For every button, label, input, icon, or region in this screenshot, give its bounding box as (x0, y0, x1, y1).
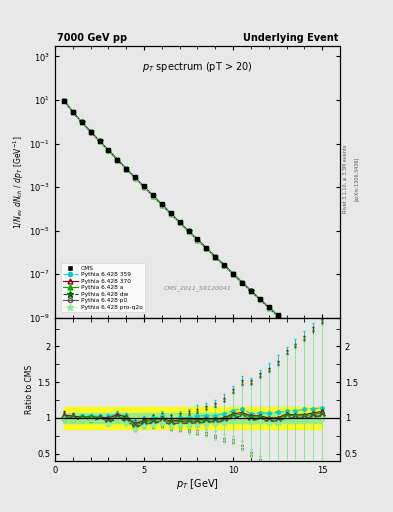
Y-axis label: $1/N_{ev}$ $dN_{ch}$ / $dp_{T}$ [GeV$^{-1}$]: $1/N_{ev}$ $dN_{ch}$ / $dp_{T}$ [GeV$^{-… (12, 135, 26, 229)
X-axis label: $p_{T}$ [GeV]: $p_{T}$ [GeV] (176, 477, 219, 492)
Text: $p_{T}$ spectrum (pT > 20): $p_{T}$ spectrum (pT > 20) (142, 60, 253, 74)
Legend: CMS, Pythia 6.428 359, Pythia 6.428 370, Pythia 6.428 a, Pythia 6.428 dw, Pythia: CMS, Pythia 6.428 359, Pythia 6.428 370,… (61, 263, 145, 312)
Text: Underlying Event: Underlying Event (242, 33, 338, 44)
Y-axis label: Ratio to CMS: Ratio to CMS (25, 365, 34, 414)
Text: Rivet 3.1.10, ≥ 3.3M events: Rivet 3.1.10, ≥ 3.3M events (343, 145, 348, 214)
Text: 7000 GeV pp: 7000 GeV pp (57, 33, 127, 44)
Text: CMS_2011_S9120041: CMS_2011_S9120041 (163, 285, 231, 291)
Text: [arXiv:1306.3436]: [arXiv:1306.3436] (354, 157, 359, 201)
